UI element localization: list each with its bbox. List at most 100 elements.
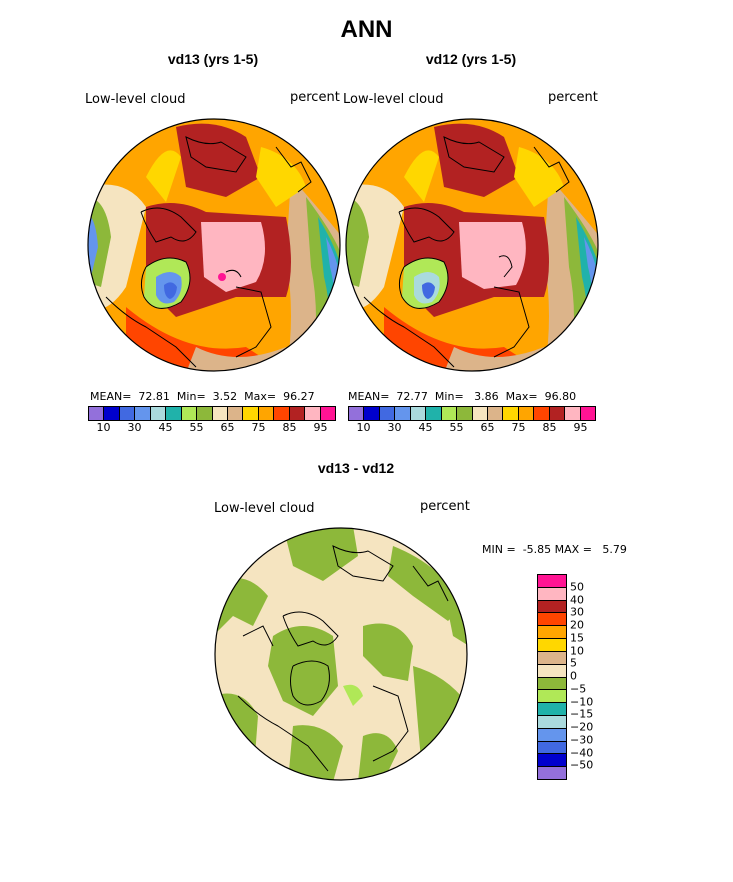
colorbar-swatch [538,651,566,665]
map-border [87,118,341,372]
colorbar-swatch [320,407,335,420]
panel-1-stats: MEAN= 72.81 Min= 3.52 Max= 96.27 [90,390,315,403]
panel-2-units: percent [548,90,598,105]
coastlines [363,136,570,368]
colorbar-tick-label: 65 [480,421,495,434]
colorbar-tick-label: 30 [127,421,142,434]
colorbar-tick-label: 55 [189,421,204,434]
colorbar-swatch [305,407,321,420]
max-value: 96.80 [544,390,577,403]
colorbar-swatch [503,407,519,420]
map-fill [404,150,439,202]
colorbar-swatch [227,407,244,420]
colorbar-swatch [181,407,198,420]
colorbar-swatch [538,613,566,627]
map-fill [388,546,463,621]
colorbar-tick-label: 55 [449,421,464,434]
colorbar-tick-label: −5 [570,682,587,696]
colorbar-swatch [538,767,566,779]
panel-3-polar-map [214,527,468,781]
panel-2-polar-map [345,118,599,372]
colorbar-tick-label: −15 [570,707,594,721]
page-title: ANN [340,16,393,43]
colorbar-tick-label: 45 [158,421,173,434]
colorbar-swatch [135,407,151,420]
map-fill [268,626,338,716]
coastlines [105,136,312,368]
panel-2-colorbar: 10 30 45 55 65 75 85 95 [348,406,596,435]
min-label: Min= [434,390,464,403]
panel-2-variable: Low-level cloud [343,92,444,107]
colorbar-tick-label: 50 [570,580,584,594]
mean-label: MEAN= [90,390,132,403]
map-fill [363,623,413,681]
colorbar-tick-label: −40 [570,746,594,759]
map-fill [218,273,226,281]
colorbar-swatch [258,407,275,420]
panel-3-stats: MIN = -5.85 MAX = 5.79 [482,543,627,556]
colorbar-tick-label: 85 [542,421,557,434]
panel-1-title: vd13 (yrs 1-5) [167,51,259,67]
map-fill [346,197,369,287]
max-value: 96.27 [283,390,315,403]
colorbar-tick-label: 10 [356,421,371,434]
coastlines [237,545,449,772]
mean-label: MEAN= [348,390,390,403]
map-fill [146,150,181,202]
colorbar-swatch [212,407,228,420]
colorbar-swatch [538,587,566,601]
map-border [345,118,599,372]
map-fill [343,684,363,706]
colorbar-swatch [441,407,458,420]
colorbar-swatch [274,407,290,420]
colorbar-swatch [538,639,566,652]
colorbar-swatch [538,741,566,755]
colorbar-swatch [89,407,105,420]
colorbar-tick-label: 30 [387,421,402,434]
map-fill [459,222,526,289]
min-value: -5.85 [522,543,552,556]
map-fill [443,586,467,646]
colorbar-swatch [538,715,566,729]
colorbar-swatch [538,677,566,691]
colorbar-tick-label: 65 [220,421,235,434]
map-fill [126,307,286,371]
colorbar-tick-label: 95 [573,421,588,434]
colorbar-swatch [166,407,182,420]
max-label: MAX = [554,543,592,556]
max-value: 5.79 [602,543,627,556]
colorbar-tick-label: 85 [282,421,297,434]
map-fill [384,307,544,371]
colorbar-tick-label: 75 [251,421,266,434]
panel-3-colorbar-labels: 50 40 30 20 15 10 5 0 −5 −10 −15 −20 −30 −40 −50 [570,574,610,778]
colorbar-tick-label: 45 [418,421,433,434]
colorbar-tick-label: 10 [570,644,584,657]
colorbar-swatch [379,407,396,420]
colorbar-tick-label: 5 [570,656,577,670]
map-fill [164,282,177,299]
colorbar-swatch [549,407,566,420]
colorbar-tick-label: −20 [570,720,594,734]
panel-3-colorbar [537,574,567,780]
colorbar-swatch [472,407,488,420]
colorbar-swatch [457,407,473,420]
colorbar-swatch [349,407,365,420]
mean-value: 72.81 [138,390,170,403]
map-fill [358,733,398,780]
panel-3-units: percent [420,499,470,514]
panel-1-colorbar: 10 30 45 55 65 75 85 95 [88,406,336,435]
map-fill [256,147,306,207]
colorbar-swatch [538,600,566,614]
colorbar-tick-label: 40 [570,593,584,606]
min-label: MIN = [482,543,516,556]
colorbar-swatch [104,407,120,420]
panel-1-polar-map [87,118,341,372]
colorbar-tick-label: 10 [96,421,111,434]
mean-value: 72.77 [396,390,428,403]
colorbar-swatch [364,407,380,420]
colorbar-swatch [150,407,167,420]
colorbar-swatch [426,407,442,420]
colorbar-swatch [487,407,504,420]
colorbar-swatch [538,690,566,704]
colorbar-tick-label: −10 [570,695,594,708]
